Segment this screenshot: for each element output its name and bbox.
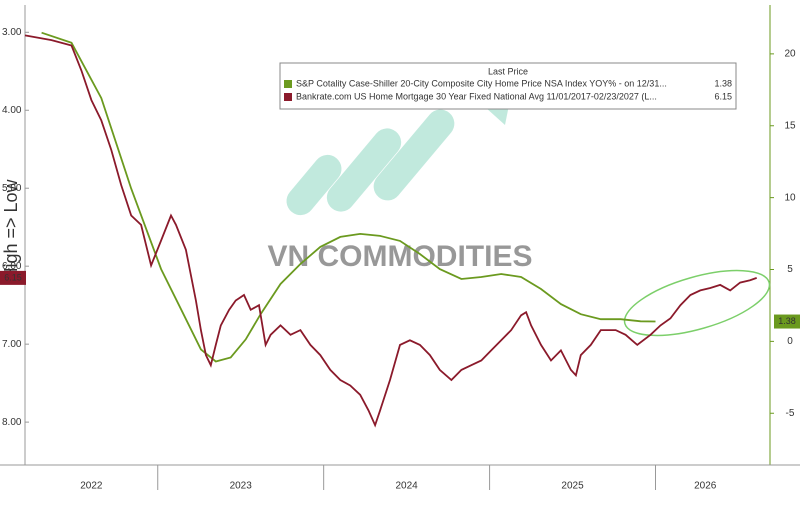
series-line: [41, 31, 656, 363]
y-tick-label: 6.00: [2, 261, 22, 272]
legend-swatch: [284, 93, 292, 101]
legend-label: Bankrate.com US Home Mortgage 30 Year Fi…: [296, 91, 657, 101]
last-value-flag: [0, 270, 26, 285]
y-tick-label: 7.00: [2, 339, 22, 350]
legend-title: Last Price: [488, 66, 528, 76]
x-tick-label: 2023: [230, 481, 253, 492]
y-axis-label: High => Low: [1, 178, 21, 280]
legend: Last Price S&P Cotality Case-Shiller 20-…: [279, 62, 737, 110]
y2-tick-label: 0: [787, 336, 793, 347]
y-tick-label: 4.00: [2, 105, 22, 116]
legend-box: [279, 62, 737, 110]
y2-tick-label: 10: [784, 192, 796, 203]
last-value-flag: [774, 314, 800, 329]
x-tick-label: 2026: [694, 481, 717, 492]
series-line: [24, 34, 757, 428]
legend-value: 6.15: [714, 91, 732, 101]
x-tick-label: 2024: [396, 481, 419, 492]
y-tick-label: 3.00: [2, 27, 22, 38]
x-tick-label: 2022: [80, 481, 103, 492]
legend-label: S&P Cotality Case-Shiller 20-City Compos…: [296, 78, 667, 88]
legend-swatch: [284, 80, 292, 88]
y2-tick-label: 15: [784, 120, 796, 131]
watermark: VN COMMODITIES: [267, 240, 532, 273]
legend-value: 1.38: [714, 78, 732, 88]
y2-tick-label: 20: [784, 49, 796, 60]
y2-tick-label: 5: [787, 264, 793, 275]
highlight-ellipse: [623, 269, 771, 337]
x-tick-label: 2025: [561, 481, 584, 492]
y-tick-label: 5.00: [2, 183, 22, 194]
y-tick-label: 8.00: [2, 417, 22, 428]
y2-tick-label: -5: [786, 408, 795, 419]
last-value-label: 6.15: [4, 272, 22, 282]
last-value-label: 1.38: [778, 316, 796, 326]
